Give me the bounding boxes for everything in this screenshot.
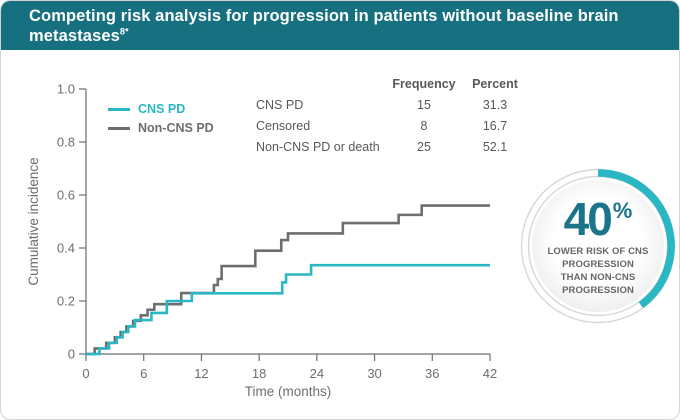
badge-caption-line: PROGRESSION — [562, 284, 634, 296]
table-row-label: Censored — [256, 119, 311, 133]
y-tick-label: 0.8 — [57, 135, 75, 150]
y-axis-title: Cumulative incidence — [26, 157, 41, 285]
legend-label-cns-pd: CNS PD — [138, 102, 186, 116]
x-tick-label: 12 — [194, 366, 208, 381]
risk-badge: 40% LOWER RISK OF CNS PROGRESSION THAN N… — [513, 161, 679, 331]
y-tick-label: 1.0 — [57, 82, 75, 97]
x-tick-label: 18 — [252, 366, 266, 381]
frequency-table: Frequency Percent CNS PD 15 31.3 Censore… — [256, 74, 528, 158]
table-header-percent: Percent — [472, 77, 518, 91]
badge-percent-sign: % — [612, 197, 633, 223]
table-corner-cell — [256, 74, 386, 95]
non-cns-pd-line-swatch — [108, 126, 130, 130]
cns-pd-line-swatch — [108, 107, 130, 111]
x-axis-title: Time (months) — [245, 384, 332, 399]
badge-caption-line: THAN NON-CNS — [560, 271, 636, 283]
table-cell-percent: 31.3 — [482, 98, 508, 112]
chart-legend: CNS PD Non-CNS PD — [108, 102, 214, 140]
legend-item-non-cns-pd: Non-CNS PD — [108, 121, 214, 135]
x-tick-label: 0 — [82, 366, 89, 381]
legend-item-cns-pd: CNS PD — [108, 102, 214, 116]
x-tick-label: 24 — [310, 366, 324, 381]
badge-percent: 40% — [564, 196, 633, 242]
table-row-label: CNS PD — [256, 98, 304, 112]
non-cns-pd-curve — [86, 204, 490, 356]
y-tick-label: 0.4 — [57, 241, 75, 256]
table-cell-frequency: 15 — [417, 98, 431, 112]
x-tick-label: 42 — [483, 366, 497, 381]
x-tick-label: 6 — [140, 366, 147, 381]
x-tick-label: 30 — [367, 366, 381, 381]
y-tick-label: 0 — [68, 347, 75, 362]
page-title-text: Competing risk analysis for progression … — [29, 7, 619, 46]
badge-progress-arc — [597, 169, 675, 309]
title-superscript: 8* — [119, 26, 129, 37]
title-bar: Competing risk analysis for progression … — [1, 1, 679, 50]
page-title: Competing risk analysis for progression … — [29, 6, 629, 46]
badge-caption-line: LOWER RISK OF CNS — [547, 246, 649, 258]
badge-caption-line: PROGRESSION — [562, 259, 634, 271]
badge-content: 40% LOWER RISK OF CNS PROGRESSION THAN N… — [513, 161, 679, 331]
y-tick-label: 0.6 — [57, 188, 75, 203]
badge-percent-number: 40 — [563, 192, 613, 245]
table-cell-frequency: 8 — [420, 119, 428, 133]
table-cell-frequency: 25 — [417, 140, 431, 154]
legend-label-non-cns-pd: Non-CNS PD — [138, 121, 214, 135]
table-header-frequency: Frequency — [392, 77, 456, 91]
badge-face — [532, 180, 664, 312]
y-tick-label: 0.2 — [57, 294, 75, 309]
badge-ring — [520, 168, 676, 324]
table-row-label: Non-CNS PD or death — [256, 140, 380, 154]
x-tick-label: 36 — [425, 366, 439, 381]
cns-pd-curve — [86, 263, 490, 356]
table-cell-percent: 52.1 — [482, 140, 508, 154]
table-cell-percent: 16.7 — [482, 119, 508, 133]
